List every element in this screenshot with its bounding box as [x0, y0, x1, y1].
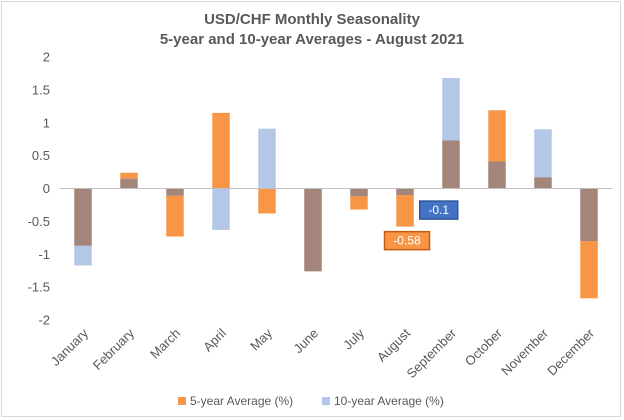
y-tick-label: 1.5 [32, 82, 50, 97]
bar-overlap [488, 161, 506, 189]
bar-5yr [258, 188, 276, 214]
bar-overlap [534, 177, 552, 189]
x-tick-label: July [340, 325, 367, 352]
legend-swatch-10yr [322, 397, 330, 405]
data-callout-box [418, 200, 459, 220]
bar-10yr [74, 245, 92, 266]
bar-overlap [396, 188, 414, 196]
bar-5yr [212, 112, 230, 189]
y-tick-label: -2 [38, 313, 50, 328]
x-tick-label: April [200, 325, 229, 354]
x-tick-label: December [544, 325, 597, 378]
x-tick-label: August [374, 325, 413, 364]
bar-5yr [580, 241, 598, 299]
callouts-group: -0.58 -0.1 [383, 200, 459, 251]
bars-group [74, 78, 598, 299]
x-tick-label: October [462, 325, 506, 369]
x-tick-label: June [291, 326, 322, 357]
y-axis: 2 1.5 1 0.5 0 -0.5 -1 -1.5 -2 [28, 50, 50, 328]
legend-label-5yr: 5-year Average (%) [190, 394, 293, 408]
bar-5yr [166, 195, 184, 237]
legend: 5-year Average (%) 10-year Average (%) [178, 394, 444, 408]
bar-overlap [442, 140, 460, 189]
y-tick-label: -0.5 [28, 214, 50, 229]
bar-5yr [120, 172, 138, 179]
bar-10yr [534, 129, 552, 178]
bar-5yr [396, 195, 414, 227]
y-tick-label: 0 [43, 181, 50, 196]
chart-title: USD/CHF Monthly Seasonality [204, 11, 421, 28]
bar-overlap [166, 188, 184, 196]
x-tick-label: March [147, 326, 183, 362]
bar-10yr [442, 78, 460, 141]
x-tick-label: February [90, 325, 138, 373]
data-callout-box [383, 230, 431, 251]
x-tick-label: November [498, 325, 551, 378]
bar-overlap [580, 188, 598, 242]
y-tick-label: 0.5 [32, 148, 50, 163]
data-callout-label: -0.58 [393, 234, 421, 248]
x-tick-label: September [404, 325, 460, 381]
data-callout-label: -0.1 [428, 203, 449, 217]
x-tick-label: May [247, 325, 275, 353]
bar-overlap [350, 188, 368, 197]
legend-swatch-5yr [178, 397, 186, 405]
legend-label-10yr: 10-year Average (%) [334, 394, 444, 408]
bar-10yr [258, 128, 276, 189]
bar-overlap [304, 188, 322, 272]
y-tick-label: -1.5 [28, 280, 50, 295]
bar-5yr [350, 196, 368, 210]
bar-overlap [120, 178, 138, 189]
y-tick-label: 2 [43, 50, 50, 65]
y-tick-label: -1 [38, 247, 50, 262]
y-tick-label: 1 [43, 115, 50, 130]
bar-5yr [488, 110, 506, 162]
x-tick-label: January [48, 325, 92, 369]
bar-10yr [212, 188, 230, 230]
chart-subtitle: 5-year and 10-year Averages - August 202… [160, 31, 464, 48]
bar-overlap [74, 188, 92, 246]
